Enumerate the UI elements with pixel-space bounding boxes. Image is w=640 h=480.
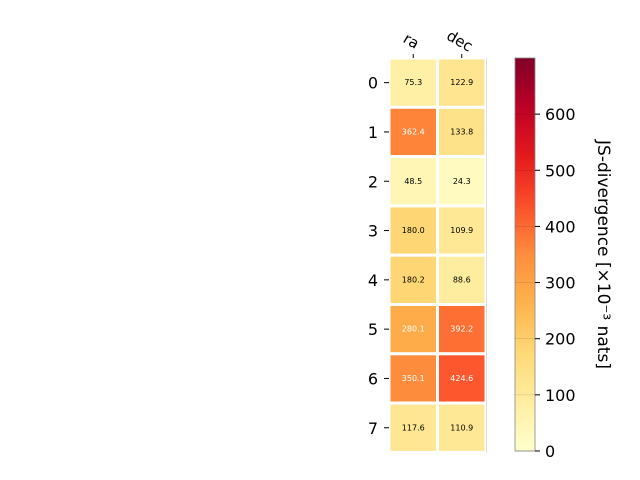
heatmap-cell-7-dec	[436, 401, 488, 454]
cell-value-label: 424.6	[450, 374, 473, 383]
cell-value-label: 280.1	[402, 325, 425, 334]
heatmap-cell-4-dec	[436, 253, 488, 306]
row-label-4: 4	[368, 271, 378, 290]
column-label-dec: dec	[444, 26, 476, 55]
cell-value-label: 24.3	[453, 177, 471, 186]
row-label-7: 7	[368, 419, 378, 438]
cell-value-label: 109.9	[450, 226, 473, 235]
row-label-1: 1	[368, 123, 378, 142]
cell-value-label: 362.4	[402, 127, 425, 136]
row-label-5: 5	[368, 320, 378, 339]
cell-value-label: 180.0	[402, 226, 425, 235]
column-label-ra: ra	[400, 29, 422, 52]
colorbar-tick-label: 400	[545, 217, 576, 236]
cell-value-label: 180.2	[402, 275, 425, 284]
row-label-6: 6	[368, 369, 378, 388]
cell-value-label: 122.9	[450, 78, 473, 87]
colorbar-tick-label: 200	[545, 330, 576, 349]
cell-value-label: 110.9	[450, 423, 473, 432]
colorbar-tick-label: 0	[545, 442, 555, 461]
colorbar-tick-label: 500	[545, 161, 576, 180]
colorbar-gradient	[514, 57, 536, 452]
row-label-3: 3	[368, 222, 378, 241]
colorbar: 0 100 200 300 400 500 600 JS-divergence [×10⁻³ …	[514, 57, 613, 461]
colorbar-label: JS-divergence [×10⁻³ nats]	[593, 139, 613, 369]
cell-value-label: 133.8	[450, 127, 473, 136]
colorbar-tick-label: 100	[545, 386, 576, 405]
heatmap-cells: 75.3 122.9 362.4 133.8 48.5 24.3 180.0 109.9 180…	[387, 56, 488, 454]
cell-value-label: 117.6	[402, 423, 425, 432]
cell-value-label: 88.6	[453, 275, 471, 284]
cell-value-label: 48.5	[404, 177, 422, 186]
cell-value-label: 392.2	[450, 325, 473, 334]
cell-value-label: 350.1	[402, 374, 425, 383]
row-label-2: 2	[368, 172, 378, 191]
colorbar-tick-label: 600	[545, 105, 576, 124]
heatmap-cell-3-dec	[436, 204, 488, 257]
colorbar-tick-label: 300	[545, 274, 576, 293]
cell-value-label: 75.3	[404, 78, 422, 87]
row-label-0: 0	[368, 74, 378, 93]
